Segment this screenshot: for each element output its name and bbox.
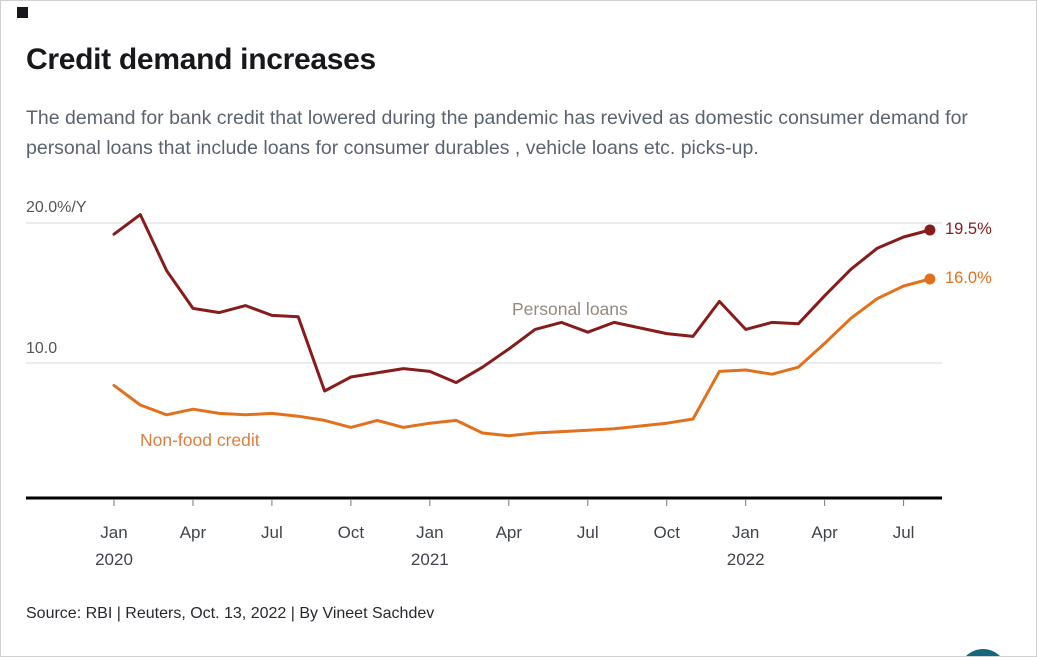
x-tick-label: Apr — [179, 523, 207, 542]
series-label-non-food-credit: Non-food credit — [140, 430, 260, 450]
y-axis-label-mid: 10.0 — [26, 340, 58, 357]
x-tick-year: 2021 — [410, 550, 449, 569]
x-tick-label: Jul — [892, 523, 915, 542]
x-tick-label: Jan — [731, 523, 760, 542]
end-value-non-food-credit: 16.0% — [945, 269, 992, 287]
chart-subtitle: The demand for bank credit that lowered … — [26, 107, 968, 159]
x-tick-label: Jan — [100, 523, 128, 542]
x-tick-year: 2022 — [726, 550, 765, 569]
x-tick-label: Oct — [337, 523, 365, 542]
end-value-personal-loans: 19.5% — [945, 220, 992, 238]
x-tick-label: Oct — [653, 523, 680, 542]
x-tick-label: Apr — [811, 523, 838, 542]
x-tick-label: Jan — [416, 523, 444, 542]
x-tick-label: Jul — [261, 523, 283, 542]
series-label-personal-loans: Personal loans — [512, 299, 628, 319]
source-attribution: Source: RBI | Reuters, Oct. 13, 2022 | B… — [26, 605, 435, 622]
corner-logo-block — [17, 7, 28, 18]
x-tick-label: Apr — [495, 523, 523, 542]
y-axis-label-top: 20.0%/Y — [26, 199, 87, 216]
floating-action-button[interactable] — [959, 649, 1007, 656]
chart-title: Credit demand increases — [26, 43, 376, 76]
x-tick-year: 2020 — [95, 550, 133, 569]
x-tick-label: Jul — [576, 523, 599, 542]
